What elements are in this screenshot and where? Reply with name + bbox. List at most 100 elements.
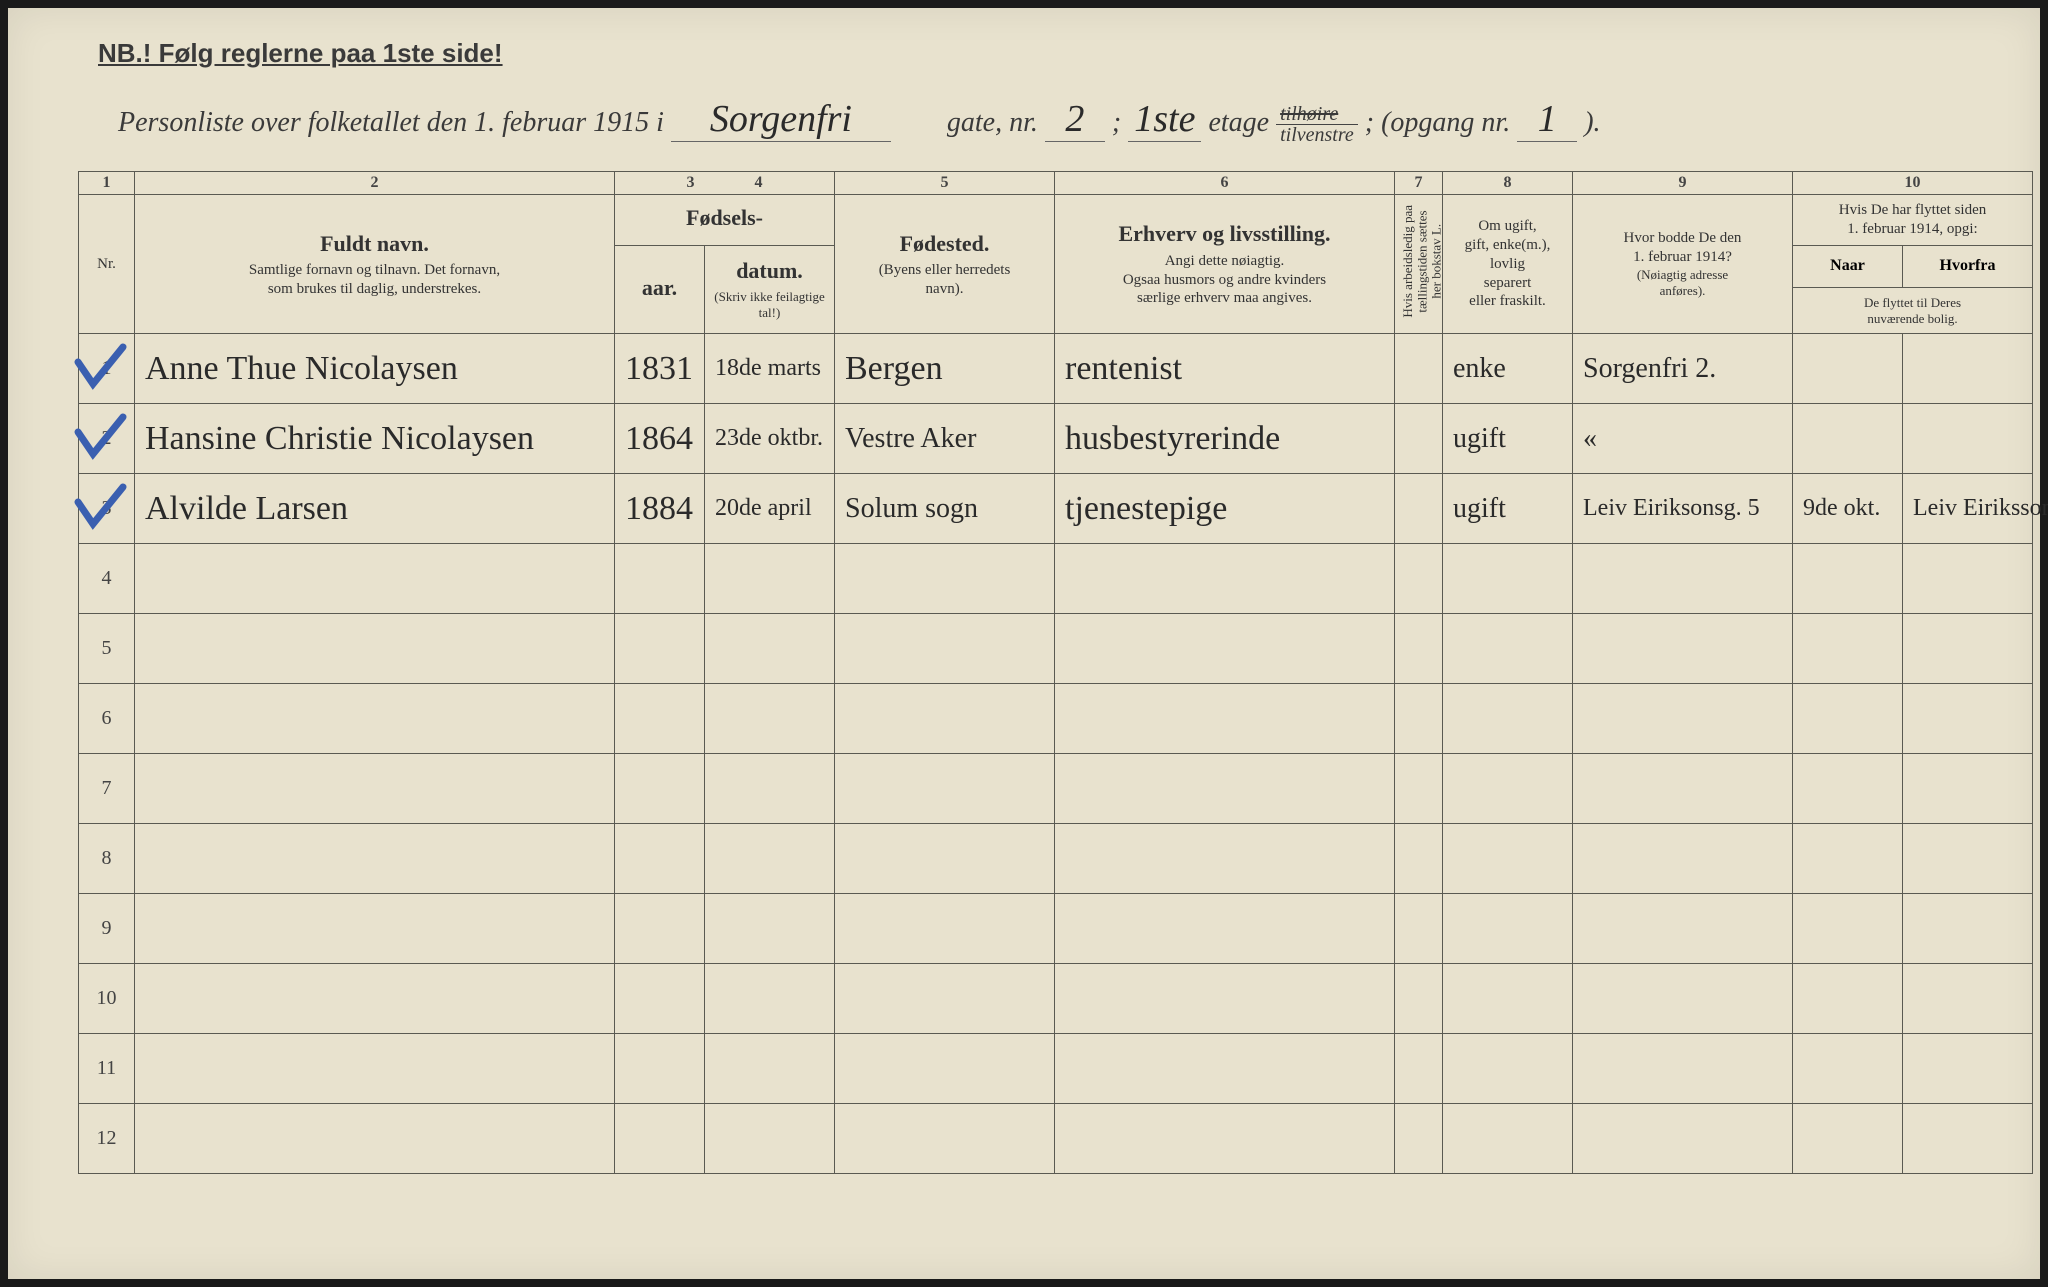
row-nr: 5 [79,614,135,684]
cell-hvorfra [1903,404,2033,474]
table-row: 4 [79,544,2033,614]
gate-label: gate, nr. [947,107,1038,138]
cell-date: 23de oktbr. [705,404,835,474]
hdr-year-main: aar. [642,275,677,300]
street-name: Sorgenfri [671,97,891,142]
hdr-moved: Hvis De har flyttet siden 1. februar 191… [1793,195,2033,246]
side-strike: tilhøire [1276,104,1358,125]
hdr-birthplace-sub: (Byens eller herredets navn). [841,261,1048,299]
hdr-unemployed: Hvis arbeidsledig paa tællingstiden sætt… [1395,195,1443,334]
row-nr: 2 [79,404,135,474]
row-nr: 3 [79,474,135,544]
hdr-date: datum. (Skriv ikke feilagtige tal!) [705,245,835,334]
hdr-c8-sub: Om ugift, gift, enke(m.), lovlig separer… [1449,217,1566,311]
cell-col7 [1395,404,1443,474]
hdr-c9-sub: (Nøiagtig adresse anføres). [1579,267,1786,300]
hdr-nr: Nr. [79,195,135,334]
hdr-occupation: Erhverv og livsstilling. Angi dette nøia… [1055,195,1395,334]
row-nr: 6 [79,684,135,754]
cell-place: Bergen [835,334,1055,404]
table-row: 6 [79,684,2033,754]
gate-nr: 2 [1045,97,1105,142]
title-line: Personliste over folketallet den 1. febr… [118,97,1990,145]
row-nr: 10 [79,964,135,1034]
sep1: ; [1112,107,1121,138]
cell-status: enke [1443,334,1573,404]
colno: 7 [1395,172,1443,195]
census-page: NB.! Følg reglerne paa 1ste side! Person… [8,8,2040,1279]
row-nr: 4 [79,544,135,614]
cell-col7 [1395,334,1443,404]
row-nr-text: 3 [102,497,112,519]
colno: 5 [835,172,1055,195]
hdr-c10-sub: De flyttet til Deres nuværende bolig. [1799,295,2026,328]
cell-naar [1793,404,1903,474]
hdr-c7-vert: Hvis arbeidsledig paa tællingstiden sætt… [1401,201,1444,322]
title-prefix: Personliste over folketallet den 1. febr… [118,107,664,138]
row-nr-text: 1 [102,357,112,379]
opgang-label: ; (opgang nr. [1365,107,1510,138]
hdr-birthplace-main: Fødested. [900,231,990,256]
nb-heading: NB.! Følg reglerne paa 1ste side! [98,38,1990,69]
row-nr: 12 [79,1104,135,1174]
hdr-date-main: datum. [736,258,803,283]
cell-hvorfra: Leiv Eirikssonsg 5. [1903,474,2033,544]
colno: 1 [79,172,135,195]
table-row: 5 [79,614,2033,684]
table-row: 1 Anne Thue Nicolaysen 1831 18de marts B… [79,334,2033,404]
cell-status: ugift [1443,474,1573,544]
colno: 10 [1793,172,2033,195]
hdr-birth-top: Fødsels- [615,195,835,246]
cell-addr1914: « [1573,404,1793,474]
opgang-nr: 1 [1517,97,1577,142]
row-nr: 9 [79,894,135,964]
cell-addr1914: Sorgenfri 2. [1573,334,1793,404]
hdr-occ-sub: Angi dette nøiagtig. Ogsaa husmors og an… [1061,252,1388,308]
cell-name: Hansine Christie Nicolaysen [135,404,615,474]
cell-col7 [1395,474,1443,544]
side-fraction: tilhøire tilvenstre [1276,104,1358,145]
hdr-marital: Om ugift, gift, enke(m.), lovlig separer… [1443,195,1573,334]
cell-date: 20de april [705,474,835,544]
table-row: 10 [79,964,2033,1034]
cell-name: Anne Thue Nicolaysen [135,334,615,404]
hdr-birthplace: Fødested. (Byens eller herredets navn). [835,195,1055,334]
cell-occupation: husbestyrerinde [1055,404,1395,474]
table-row: 7 [79,754,2033,824]
cell-place: Vestre Aker [835,404,1055,474]
cell-place: Solum sogn [835,474,1055,544]
table-row: 8 [79,824,2033,894]
cell-name: Alvilde Larsen [135,474,615,544]
hdr-moved-sub: De flyttet til Deres nuværende bolig. [1793,288,2033,334]
cell-naar: 9de okt. [1793,474,1903,544]
cell-naar [1793,334,1903,404]
hdr-year: aar. [615,245,705,334]
cell-occupation: rentenist [1055,334,1395,404]
table-row: 3 Alvilde Larsen 1884 20de april Solum s… [79,474,2033,544]
etage-label: etage [1208,107,1269,138]
table-row: 2 Hansine Christie Nicolaysen 1864 23de … [79,404,2033,474]
hdr-date-sub: (Skriv ikke feilagtige tal!) [709,289,830,322]
colno-4: 4 [755,174,763,191]
row-nr: 1 [79,334,135,404]
row-nr: 7 [79,754,135,824]
table-row: 12 [79,1104,2033,1174]
census-table: 1 2 3 4 5 6 7 8 9 10 Nr. Fuldt navn. Sam… [78,171,2033,1174]
row-nr-text: 2 [102,427,112,449]
hdr-name-main: Fuldt navn. [141,230,608,258]
hdr-c10-main: Hvis De har flyttet siden 1. februar 191… [1799,201,2026,239]
etage-val: 1ste [1128,97,1201,142]
hdr-addr1914: Hvor bodde De den 1. februar 1914? (Nøia… [1573,195,1793,334]
side-keep: tilvenstre [1276,125,1358,145]
hdr-occ-main: Erhverv og livsstilling. [1118,221,1330,246]
table-row: 11 [79,1034,2033,1104]
header-row-1: Nr. Fuldt navn. Samtlige fornavn og tiln… [79,195,2033,246]
cell-year: 1884 [615,474,705,544]
colno: 6 [1055,172,1395,195]
hdr-name-sub: Samtlige fornavn og tilnavn. Det fornavn… [141,261,608,299]
hdr-nr-text: Nr. [85,255,128,274]
colno: 9 [1573,172,1793,195]
hdr-naar: Naar [1793,245,1903,288]
row-nr: 11 [79,1034,135,1104]
opgang-close: ). [1584,107,1600,138]
